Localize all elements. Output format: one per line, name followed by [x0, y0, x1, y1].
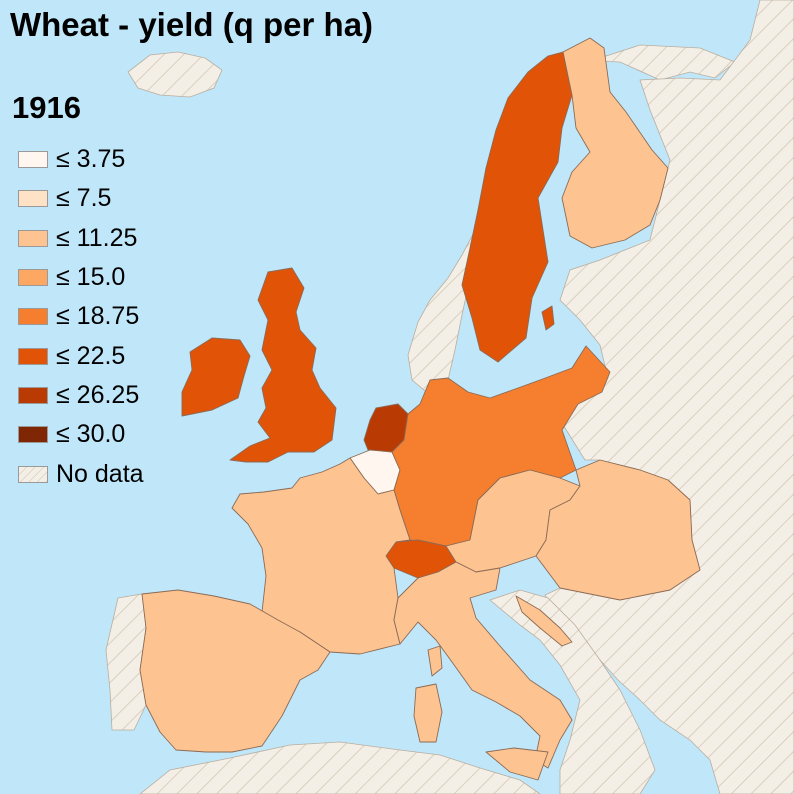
legend-swatch [18, 308, 48, 326]
country-gotland [541, 305, 555, 331]
legend-swatch [18, 386, 48, 404]
legend-label: No data [56, 459, 144, 488]
region-portugal [105, 593, 147, 731]
country-ireland [181, 337, 251, 417]
legend-item: ≤ 3.75 [18, 140, 144, 179]
legend-item: No data [18, 454, 144, 493]
legend-label: ≤ 18.75 [56, 302, 140, 331]
legend-item: ≤ 26.25 [18, 376, 144, 415]
country-sicily [485, 747, 549, 781]
country-uk [229, 267, 337, 463]
country-spain [139, 589, 331, 753]
region-balkans [489, 589, 656, 794]
no-data-regions [105, 0, 794, 794]
region-iceland [127, 51, 223, 98]
legend-swatch [18, 426, 48, 444]
legend-swatch [18, 151, 48, 169]
map-year: 1916 [12, 90, 81, 125]
country-finland [561, 37, 669, 249]
country-italy [393, 561, 573, 769]
legend-label: ≤ 15.0 [56, 263, 126, 292]
legend-label: ≤ 11.25 [56, 223, 138, 252]
data-regions [139, 37, 701, 781]
legend-label: ≤ 22.5 [56, 341, 126, 370]
region-north-africa [139, 741, 541, 794]
country-corsica [427, 645, 443, 677]
legend-swatch [18, 190, 48, 208]
legend-swatch [18, 269, 48, 287]
country-dalmatia [515, 595, 573, 647]
legend-label: ≤ 3.75 [56, 145, 126, 174]
legend-item: ≤ 22.5 [18, 336, 144, 375]
legend-item: ≤ 7.5 [18, 179, 144, 218]
legend-item: ≤ 18.75 [18, 297, 144, 336]
legend-swatch [18, 347, 48, 365]
legend-label: ≤ 30.0 [56, 420, 126, 449]
legend: ≤ 3.75 ≤ 7.5 ≤ 11.25 ≤ 15.0 ≤ 18.75 ≤ 22.5 ≤ 2… [18, 140, 144, 494]
legend-swatch [18, 229, 48, 247]
legend-swatch [18, 465, 48, 483]
country-sardinia [413, 683, 443, 743]
country-sweden [461, 51, 573, 363]
legend-label: ≤ 7.5 [56, 184, 112, 213]
legend-item: ≤ 30.0 [18, 415, 144, 454]
map-title: Wheat - yield (q per ha) [10, 6, 374, 43]
legend-label: ≤ 26.25 [56, 380, 140, 409]
country-hungary [535, 459, 701, 601]
legend-item: ≤ 11.25 [18, 219, 144, 258]
legend-item: ≤ 15.0 [18, 258, 144, 297]
